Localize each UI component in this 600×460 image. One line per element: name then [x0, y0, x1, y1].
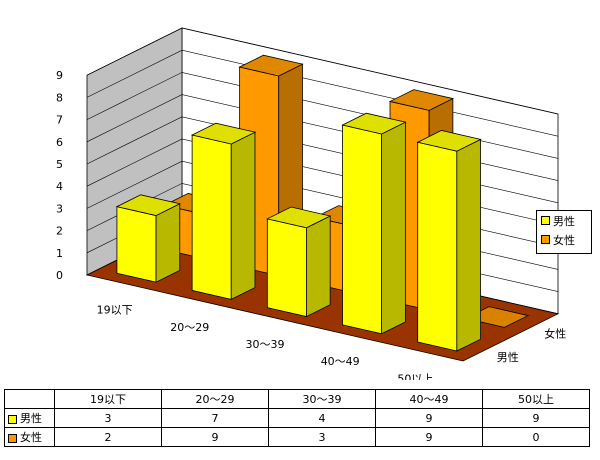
table-cell: 9 — [482, 408, 590, 428]
table-cell: 0 — [482, 427, 590, 447]
table-cell: 9 — [161, 427, 269, 447]
y-tick-label: 8 — [56, 91, 63, 104]
y-tick-label: 1 — [56, 247, 63, 260]
bar-male — [266, 218, 307, 318]
chart-area: 0 1 2 3 4 5 6 7 8 9 19以下 20～29 30～39 40～49 50以上 男性 女性 — [56, 27, 566, 385]
bar-top — [115, 194, 181, 216]
table-swatch-male — [8, 414, 17, 424]
table-corner — [4, 389, 55, 409]
bar-top — [388, 89, 455, 111]
table-header-cell: 20～29 — [161, 389, 269, 409]
y-tick-label: 7 — [56, 114, 63, 127]
y-tick-label: 2 — [56, 225, 63, 238]
bar-side — [381, 121, 406, 335]
table-header-cell: 30～39 — [268, 389, 376, 409]
bar-top — [266, 206, 332, 229]
table-row-label-male: 男性 — [20, 412, 42, 425]
table-cell: 7 — [161, 408, 269, 428]
table-header-row: 19以下 20～29 30～39 40～49 50以上 — [4, 389, 590, 409]
table-header-cell: 50以上 — [482, 389, 590, 409]
x-tick-label: 19以下 — [97, 304, 133, 317]
y-tick-label: 5 — [56, 158, 63, 171]
depth-label: 男性 — [497, 350, 519, 364]
table-header-cell: 40～49 — [375, 389, 483, 409]
x-tick-label: 30～39 — [246, 338, 285, 351]
legend-swatch-female — [541, 235, 550, 244]
table-row-male: 男性 3 7 4 9 9 — [4, 408, 590, 428]
bar-top — [416, 130, 482, 152]
bar-male — [116, 206, 157, 283]
table-cell: 2 — [54, 427, 162, 447]
table-header-cell: 19以下 — [54, 389, 162, 409]
y-tick-label: 9 — [56, 69, 63, 82]
bar-top — [190, 122, 257, 145]
bar-top — [341, 112, 407, 135]
depth-label: 女性 — [544, 327, 566, 341]
legend-item-female: 女性 — [537, 230, 591, 249]
legend-label-male: 男性 — [553, 214, 575, 228]
chart-svg: 0 1 2 3 4 5 6 7 8 9 19以下 20～29 30～39 40～49 50以上 男性 女性 — [56, 27, 566, 385]
legend-item-male: 男性 — [537, 211, 591, 230]
table-swatch-female — [8, 433, 17, 443]
table-row-header-male: 男性 — [4, 408, 55, 428]
bar-side — [230, 131, 256, 301]
table-cell: 4 — [268, 408, 376, 428]
table-row-label-female: 女性 — [20, 431, 42, 444]
data-table: 19以下 20～29 30～39 40～49 50以上 男性 3 7 4 9 9… — [4, 389, 590, 447]
y-tick-label: 6 — [56, 136, 63, 149]
bar-side — [456, 138, 481, 352]
bar-side — [306, 215, 331, 318]
x-tick-label: 40～49 — [321, 355, 360, 368]
bar-male — [342, 124, 383, 335]
y-tick-label: 0 — [56, 269, 63, 282]
legend-label-female: 女性 — [553, 233, 575, 247]
table-cell: 3 — [54, 408, 162, 428]
bar-male — [191, 134, 232, 300]
y-tick-label: 4 — [56, 180, 63, 193]
y-tick-label: 3 — [56, 202, 63, 215]
bar-side — [155, 203, 181, 283]
legend: 男性 女性 — [536, 210, 592, 254]
gridline — [86, 27, 559, 115]
table-cell: 9 — [375, 427, 483, 447]
x-tick-label: 20～29 — [170, 321, 209, 334]
bar-top — [238, 54, 304, 77]
table-row-header-female: 女性 — [4, 427, 55, 447]
table-row-female: 女性 2 9 3 9 0 — [4, 427, 590, 447]
table-cell: 9 — [375, 408, 483, 428]
bar-male — [417, 141, 458, 352]
legend-swatch-male — [541, 216, 550, 225]
x-tick-label: 50以上 — [397, 372, 433, 380]
table-cell: 3 — [268, 427, 376, 447]
